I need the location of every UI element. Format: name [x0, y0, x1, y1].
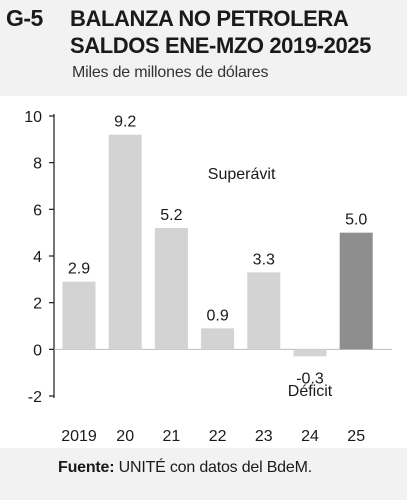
- bar-chart: -202468102.920199.2205.2210.9223.323-0.3…: [24, 109, 392, 445]
- chart-area: -2 0 2 4 6 8 10 2.9 2019 9.2 20 5.2 21 0.9 22 3.3 23 -0.3…: [0, 96, 407, 448]
- x-tick-label: 22: [209, 428, 227, 445]
- x-tick-label: 20: [116, 428, 134, 445]
- chart-header: G-5 BALANZA NO PETROLERA SALDOS ENE-MZO …: [0, 0, 407, 95]
- x-tick-label: 21: [163, 428, 181, 445]
- y-tick-label: 0: [33, 342, 42, 359]
- annotation: Superávit: [208, 166, 276, 183]
- chart-title-line-2: SALDOS ENE-MZO 2019-2025: [70, 33, 371, 58]
- annotation: Déficit: [288, 383, 333, 400]
- bar-24: [293, 349, 327, 357]
- bar-20: [108, 134, 142, 350]
- bar-21: [154, 228, 188, 350]
- y-tick-label: 6: [33, 202, 42, 219]
- source-note: Fuente: UNITÉ con datos del BdeM.: [58, 459, 312, 477]
- y-tick-label: -2: [28, 389, 42, 406]
- x-tick-label: 23: [255, 428, 273, 445]
- y-tick-label: 2: [33, 296, 42, 313]
- bar-25: [339, 232, 373, 350]
- y-tick-label: 10: [24, 109, 42, 126]
- y-tick-label: 8: [33, 156, 42, 173]
- data-label: 3.3: [253, 251, 275, 268]
- bar-2019: [62, 281, 96, 350]
- x-tick-label: 24: [301, 428, 319, 445]
- data-label: 5.0: [345, 212, 367, 229]
- data-label: -0.3: [296, 370, 324, 387]
- source-text: UNITÉ con datos del BdeM.: [118, 459, 313, 476]
- chart-subtitle: Miles de millones de dólares: [72, 64, 269, 81]
- data-label: 2.9: [68, 261, 90, 278]
- x-tick-label: 2019: [61, 428, 97, 445]
- data-label: 0.9: [206, 307, 228, 324]
- chart-title: BALANZA NO PETROLERA SALDOS ENE-MZO 2019…: [70, 5, 405, 59]
- data-label: 9.2: [114, 114, 136, 131]
- x-tick-label: 25: [347, 428, 365, 445]
- chart-title-line-1: BALANZA NO PETROLERA: [70, 6, 349, 31]
- y-tick-label: 4: [33, 249, 42, 266]
- bar-22: [201, 328, 235, 350]
- data-label: 5.2: [160, 207, 182, 224]
- source-label: Fuente:: [58, 459, 115, 476]
- bar-23: [247, 272, 281, 350]
- figure-number: G-5: [6, 5, 43, 31]
